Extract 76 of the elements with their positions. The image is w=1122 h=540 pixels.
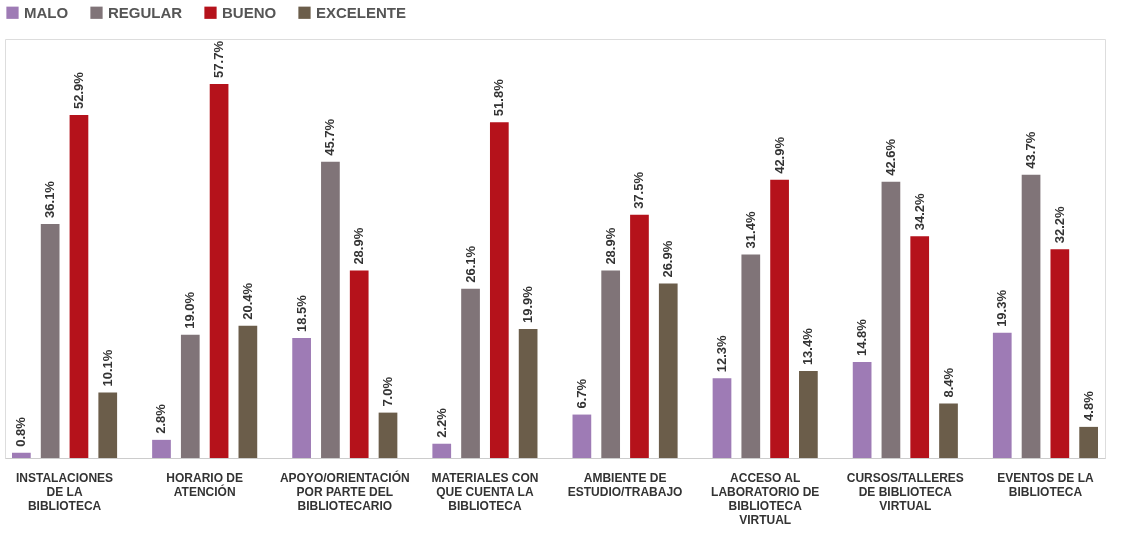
data-label: 26.9% xyxy=(660,240,676,278)
data-label: 42.9% xyxy=(771,136,787,174)
bar xyxy=(1021,174,1041,458)
data-label: 12.3% xyxy=(714,334,729,373)
bar xyxy=(518,328,538,458)
x-tick-label: ACCESO AL LABORATORIO DE BIBLIOTECA VIRTUAL xyxy=(711,470,820,527)
bar xyxy=(712,378,732,458)
bar xyxy=(432,443,452,458)
data-label: 51.8% xyxy=(491,78,507,117)
legend-label: MALO xyxy=(24,3,69,21)
x-tick-label: MATERIALES CON QUE CUENTA LA BIBLIOTECA xyxy=(431,470,539,513)
data-label: 6.7% xyxy=(573,378,589,409)
bar xyxy=(321,161,340,458)
bar xyxy=(238,325,258,458)
data-label: 28.9% xyxy=(351,227,367,265)
data-label: 37.5% xyxy=(631,171,647,209)
bar xyxy=(852,362,872,458)
data-label: 34.2% xyxy=(911,192,927,231)
bar xyxy=(1079,426,1098,458)
data-label: 13.4% xyxy=(800,327,816,366)
bar xyxy=(939,403,958,458)
data-label: 43.7% xyxy=(1023,131,1039,169)
data-label: 2.8% xyxy=(153,403,169,434)
bar xyxy=(152,439,171,458)
bar xyxy=(741,254,761,458)
bar xyxy=(992,332,1012,458)
x-tick-label: APOYO/ORIENTACIÓN POR PARTE DEL BIBLIOTECARIO xyxy=(279,469,410,513)
bar xyxy=(799,371,818,458)
bar xyxy=(910,236,930,458)
bar xyxy=(881,181,901,458)
data-label: 14.8% xyxy=(854,318,870,357)
data-label: 32.2% xyxy=(1051,205,1067,244)
bar xyxy=(12,452,31,458)
bar xyxy=(40,223,60,458)
data-label: 8.4% xyxy=(940,367,956,398)
bar xyxy=(630,214,649,458)
x-tick-label: INSTALACIONES DE LA BIBLIOTECA xyxy=(15,470,114,513)
x-tick-label: HORARIO DE ATENCIÓN xyxy=(166,470,244,499)
legend-label: BUENO xyxy=(222,3,277,21)
bar xyxy=(378,412,398,458)
bar xyxy=(209,83,229,458)
data-label: 28.9% xyxy=(602,227,618,265)
bar xyxy=(658,283,678,458)
bar xyxy=(770,179,789,458)
bar xyxy=(180,334,200,458)
x-tick-label: CURSOS/TALLERES DE BIBLIOTECA VIRTUAL xyxy=(846,470,964,513)
legend-label: REGULAR xyxy=(108,3,183,21)
data-label: 19.9% xyxy=(520,285,536,323)
data-label: 45.7% xyxy=(322,118,338,156)
data-label: 31.4% xyxy=(742,211,758,249)
bar xyxy=(98,392,118,458)
bar xyxy=(292,338,311,458)
data-label: 19.0% xyxy=(182,291,198,329)
data-label: 0.8% xyxy=(13,416,29,447)
data-label: 19.3% xyxy=(994,289,1010,327)
data-label: 4.8% xyxy=(1080,390,1096,421)
data-label: 36.1% xyxy=(42,180,58,218)
bar xyxy=(349,270,369,458)
data-label: 52.9% xyxy=(70,71,86,110)
data-label: 26.1% xyxy=(462,245,478,283)
data-label: 7.0% xyxy=(380,376,395,407)
bar xyxy=(461,288,480,458)
x-tick-label: EVENTOS DE LA BIBLIOTECA xyxy=(997,470,1095,499)
bar xyxy=(1050,249,1070,458)
data-label: 20.4% xyxy=(239,282,255,320)
bar xyxy=(572,414,592,458)
data-label: 2.2% xyxy=(433,407,449,438)
bar xyxy=(489,122,509,458)
data-label: 10.1% xyxy=(99,349,115,387)
legend-label: EXCELENTE xyxy=(316,3,407,21)
data-label: 42.6% xyxy=(882,138,898,176)
data-label: 57.7% xyxy=(211,40,227,78)
bar xyxy=(69,115,89,458)
bar xyxy=(601,270,621,458)
data-label: 18.5% xyxy=(293,294,309,333)
x-tick-label: AMBIENTE DE ESTUDIO/TRABAJO xyxy=(567,470,683,499)
